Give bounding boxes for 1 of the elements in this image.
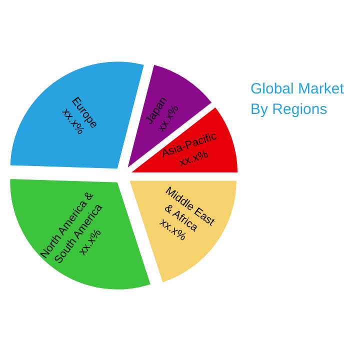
text: Global Market By Regions xyxy=(250,80,345,118)
